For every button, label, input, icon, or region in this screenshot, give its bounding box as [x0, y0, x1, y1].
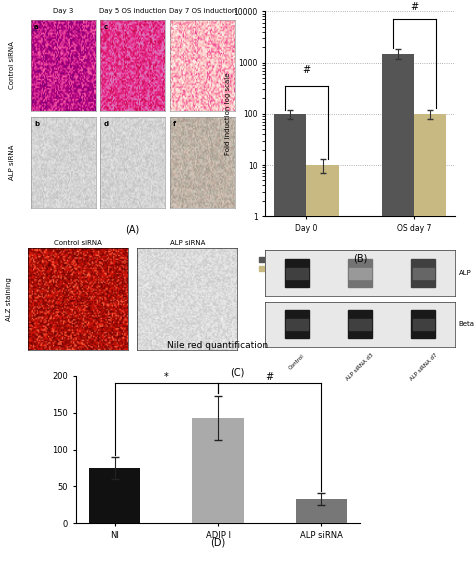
Bar	[348, 310, 372, 339]
Text: c: c	[103, 24, 108, 31]
Bar	[89, 468, 140, 523]
Text: (B): (B)	[353, 253, 367, 263]
Bar	[349, 267, 371, 279]
Text: (C): (C)	[230, 367, 244, 377]
Text: ALP siRNA d7: ALP siRNA d7	[409, 353, 438, 382]
Text: ALP siRNA: ALP siRNA	[9, 145, 15, 180]
Text: e: e	[173, 24, 178, 31]
Bar	[274, 114, 306, 569]
Bar	[285, 310, 309, 339]
Text: Day 3: Day 3	[53, 8, 73, 14]
Bar	[349, 319, 371, 330]
Bar	[413, 267, 434, 279]
Text: d: d	[103, 121, 109, 127]
Legend: Control siRNA, ALP siRNA: Control siRNA, ALP siRNA	[259, 257, 316, 272]
Title: ALP siRNA: ALP siRNA	[170, 240, 205, 246]
Title: Nile red quantification: Nile red quantification	[167, 341, 269, 350]
Bar	[411, 259, 436, 287]
Text: Control siRNA: Control siRNA	[9, 42, 15, 89]
Bar	[411, 310, 436, 339]
Text: a: a	[34, 24, 39, 31]
Bar	[286, 267, 308, 279]
Bar	[286, 319, 308, 330]
Text: #: #	[410, 2, 418, 12]
Bar	[192, 418, 244, 523]
Bar	[296, 499, 347, 523]
Text: f: f	[173, 121, 176, 127]
Text: (D): (D)	[210, 538, 226, 548]
Text: (A): (A)	[126, 225, 140, 235]
Text: ALP: ALP	[459, 270, 472, 276]
Bar	[285, 259, 309, 287]
Bar	[414, 114, 447, 569]
Text: ALZ staining: ALZ staining	[7, 277, 12, 320]
Text: Control: Control	[288, 353, 306, 370]
Text: #: #	[266, 372, 274, 382]
Bar	[306, 165, 339, 569]
Bar	[413, 319, 434, 330]
Text: *: *	[164, 372, 169, 382]
Text: #: #	[302, 65, 310, 76]
Bar	[348, 259, 372, 287]
Text: Day 7 OS induction: Day 7 OS induction	[169, 8, 236, 14]
Text: Day 5 OS induction: Day 5 OS induction	[99, 8, 166, 14]
Bar	[382, 53, 414, 569]
Text: b: b	[34, 121, 39, 127]
Title: Control siRNA: Control siRNA	[54, 240, 102, 246]
Y-axis label: Fold induction log scale: Fold induction log scale	[225, 73, 231, 155]
Text: ALP siRNA d3: ALP siRNA d3	[346, 353, 375, 382]
Text: Beta-actin: Beta-actin	[459, 321, 474, 327]
